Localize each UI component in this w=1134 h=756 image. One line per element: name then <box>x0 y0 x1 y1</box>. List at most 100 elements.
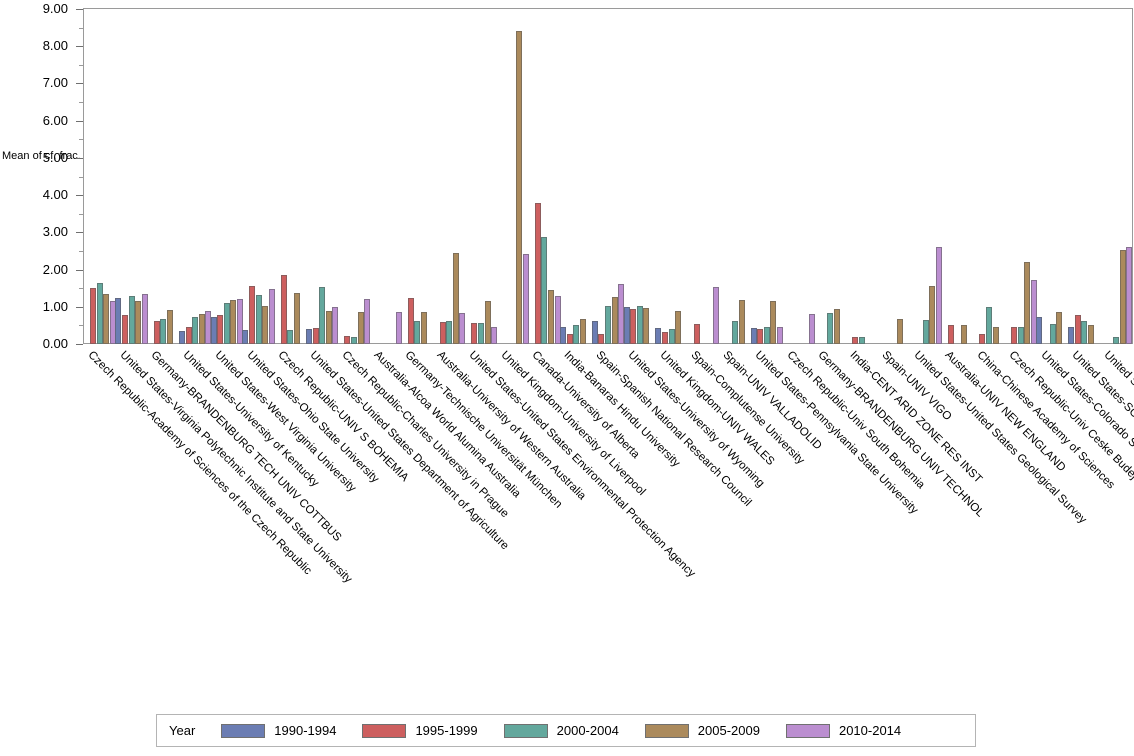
bar <box>604 306 611 344</box>
bar <box>230 300 237 344</box>
bar <box>210 317 217 344</box>
y-axis-minor-tick-mark <box>79 288 83 290</box>
bar <box>198 314 205 344</box>
bar <box>935 247 942 344</box>
y-axis-tick-label: 3.00 <box>42 224 68 240</box>
legend-entry[interactable]: 2005-2009 <box>644 723 760 738</box>
bar <box>223 303 230 344</box>
bar <box>122 314 129 344</box>
x-axis-labels: Czech Republic-Academy of Sciences of th… <box>0 347 1134 697</box>
bar <box>770 301 777 344</box>
x-axis-label: India-Banaras Hindu University <box>561 349 683 470</box>
y-axis-tick-mark <box>76 306 83 308</box>
bar <box>763 326 770 344</box>
y-axis-tick-mark <box>76 157 83 159</box>
bar <box>1017 327 1024 344</box>
bar-group <box>655 9 688 344</box>
bar-group <box>1036 9 1069 344</box>
bar <box>249 286 256 344</box>
bar <box>459 313 466 344</box>
bar-group <box>1068 9 1100 344</box>
bar <box>185 327 192 344</box>
bar-group <box>275 9 307 344</box>
y-axis-tick-label: 9.00 <box>42 1 68 16</box>
legend-entry[interactable]: 1990-1994 <box>221 723 336 738</box>
bar <box>1031 279 1038 344</box>
bar <box>128 296 135 344</box>
bar <box>287 329 294 344</box>
legend-label: 1990-1994 <box>274 723 337 738</box>
bar <box>1126 247 1133 344</box>
y-axis-title: Mean of cf, frac. <box>2 150 81 162</box>
bar <box>1068 327 1075 344</box>
bar <box>294 292 300 344</box>
bar <box>808 314 815 344</box>
x-axis-label: Australia-University of Western Australi… <box>434 349 589 503</box>
legend-entry[interactable]: 1995-1999 <box>362 723 478 738</box>
bar <box>630 308 637 344</box>
bar <box>1087 324 1094 344</box>
bar <box>103 293 110 344</box>
bar <box>661 332 668 344</box>
bar <box>598 333 605 344</box>
bar <box>947 325 954 344</box>
bar <box>566 333 573 344</box>
y-axis-minor-tick-mark <box>79 325 83 327</box>
bar-group <box>1100 9 1133 344</box>
bar <box>655 328 662 344</box>
y-axis-tick-label: 1.00 <box>42 298 68 314</box>
y-axis-tick-label: 8.00 <box>42 38 68 54</box>
bar <box>357 311 364 344</box>
bar-group <box>433 9 466 344</box>
bar <box>636 306 643 344</box>
bar-group <box>242 9 275 344</box>
y-axis-minor-tick-mark <box>79 64 83 66</box>
bar <box>1119 249 1126 344</box>
y-axis-tick-label: 7.00 <box>42 75 68 91</box>
legend-color-swatch <box>503 723 548 738</box>
bar <box>305 329 312 344</box>
bar <box>319 287 326 344</box>
bar <box>1113 337 1120 344</box>
bar <box>217 314 224 344</box>
bar <box>1011 327 1018 344</box>
bar <box>192 317 199 344</box>
bar <box>141 293 148 344</box>
plot-frame <box>83 8 1133 344</box>
bar <box>827 313 834 344</box>
bar-group <box>750 9 783 344</box>
bar <box>414 320 421 344</box>
y-axis-tick-label: 4.00 <box>42 187 68 203</box>
bar <box>623 306 630 344</box>
bar <box>407 298 414 344</box>
y-axis-tick-mark <box>76 46 83 48</box>
bar <box>280 275 287 344</box>
bar-group <box>783 9 815 344</box>
bar-group <box>370 9 402 344</box>
bar <box>350 336 357 344</box>
bar-group <box>878 9 910 344</box>
bar <box>859 337 866 344</box>
y-axis-tick-label: 5.00 <box>42 149 68 165</box>
bar-group <box>941 9 973 344</box>
bar-group <box>846 9 878 344</box>
legend-label: 2005-2009 <box>697 723 760 738</box>
bar <box>477 322 484 344</box>
bar <box>115 298 122 344</box>
bar <box>833 308 840 344</box>
bar <box>166 309 173 344</box>
bar <box>484 301 491 344</box>
bar <box>534 203 541 344</box>
bar <box>237 298 244 344</box>
bar-group <box>497 9 529 344</box>
y-axis-tick-mark <box>76 83 83 85</box>
x-axis-label: United Kingdom-UNIV WALES <box>657 349 776 468</box>
legend-label: 2010-2014 <box>838 723 902 738</box>
bar <box>1036 317 1043 344</box>
legend-entry[interactable]: 2010-2014 <box>785 723 902 738</box>
bar <box>732 320 739 344</box>
y-axis-tick-label: 0.00 <box>42 336 68 351</box>
legend-entry[interactable]: 2000-2004 <box>503 723 619 738</box>
y-axis: 0.00 1.00 2.00 3.00 4.00 5.00 6.00 7.00 8.00 9.00 <box>0 0 84 356</box>
